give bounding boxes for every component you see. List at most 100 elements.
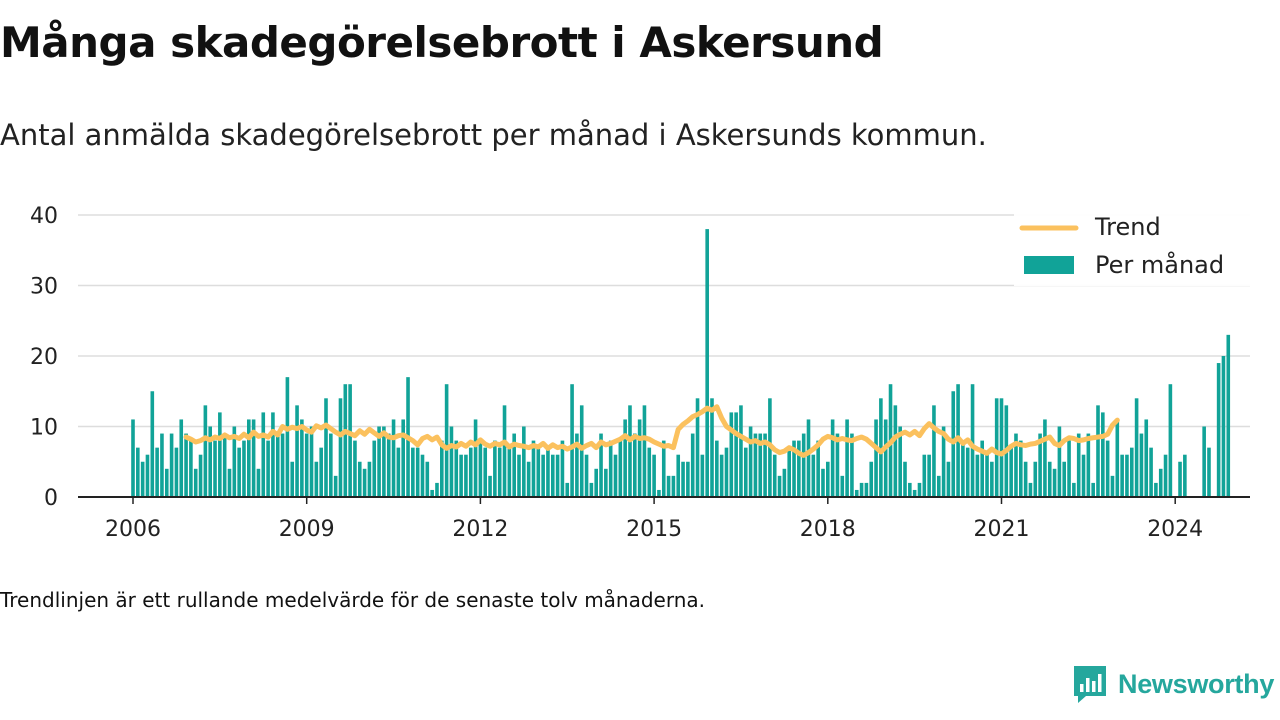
bar xyxy=(1178,461,1182,497)
bar xyxy=(1014,433,1018,497)
bar xyxy=(816,440,820,497)
bar xyxy=(811,454,816,497)
bar xyxy=(570,384,574,497)
chart-subtitle: Antal anmälda skadegörelsebrott per måna… xyxy=(0,118,987,152)
bar xyxy=(898,426,902,497)
legend-bars-label: Per månad xyxy=(1095,250,1224,279)
bar xyxy=(179,419,184,497)
bar xyxy=(980,440,984,497)
bar xyxy=(150,391,155,497)
bar xyxy=(140,461,145,497)
bar xyxy=(589,482,594,497)
bar xyxy=(247,419,251,497)
bar xyxy=(242,440,246,497)
bar xyxy=(1052,468,1057,497)
bar xyxy=(883,419,888,497)
bar xyxy=(908,482,912,497)
bar xyxy=(1067,440,1071,497)
bar xyxy=(232,426,237,497)
bar xyxy=(502,405,507,497)
bar xyxy=(222,433,227,497)
chart-svg: 0 10 20 30 40 2006 2009 2012 2015 2018 2021 2024 T… xyxy=(30,204,1250,542)
bar xyxy=(193,468,198,497)
bar xyxy=(941,426,946,497)
footnote: Trendlinjen är ett rullande medelvärde f… xyxy=(0,588,706,612)
y-tick-label: 30 xyxy=(30,275,58,300)
bar xyxy=(329,433,333,497)
bar xyxy=(285,377,290,497)
bar xyxy=(275,433,280,497)
bar xyxy=(661,440,666,497)
bar xyxy=(1158,468,1163,497)
bar xyxy=(628,405,632,497)
bar xyxy=(565,482,570,497)
bar xyxy=(1028,482,1033,497)
bar xyxy=(859,482,864,497)
bar xyxy=(493,440,497,497)
bar xyxy=(372,440,377,497)
bar xyxy=(719,454,724,497)
x-tick-label: 2021 xyxy=(974,517,1030,542)
bar xyxy=(256,468,261,497)
bar xyxy=(936,475,941,497)
bar xyxy=(792,440,796,497)
bar xyxy=(686,461,690,497)
bar xyxy=(893,405,898,497)
bar xyxy=(531,440,536,497)
bar xyxy=(459,454,463,497)
bar xyxy=(218,412,222,497)
bar xyxy=(160,433,164,497)
bar xyxy=(560,440,565,497)
bar xyxy=(999,398,1004,497)
bar xyxy=(184,433,188,497)
bar xyxy=(362,468,367,497)
bar xyxy=(468,447,473,497)
bar xyxy=(671,475,676,497)
bar xyxy=(1154,482,1158,497)
bar xyxy=(633,433,637,497)
bar xyxy=(401,419,405,497)
bar xyxy=(710,398,714,497)
bar xyxy=(879,398,883,497)
bar xyxy=(280,433,285,497)
x-tick-label: 2006 xyxy=(105,517,161,542)
bar xyxy=(314,461,319,497)
bar xyxy=(845,419,849,497)
bar xyxy=(145,454,150,497)
bar xyxy=(830,419,835,497)
bar xyxy=(637,419,642,497)
bar xyxy=(1091,482,1095,497)
bar xyxy=(869,461,874,497)
bar xyxy=(488,475,492,497)
bar xyxy=(782,468,787,497)
x-tick-label: 2024 xyxy=(1147,517,1203,542)
bar xyxy=(136,447,140,497)
bar xyxy=(266,440,270,497)
bar xyxy=(546,447,550,497)
bar xyxy=(440,440,444,497)
bar xyxy=(763,433,767,497)
brand-name: Newsworthy xyxy=(1118,668,1275,699)
bar xyxy=(237,447,241,497)
bar xyxy=(449,426,454,497)
bar xyxy=(203,405,208,497)
bar xyxy=(1168,384,1173,497)
bar xyxy=(734,412,738,497)
bar xyxy=(430,489,434,497)
y-tick-label: 0 xyxy=(44,486,58,511)
bar xyxy=(1139,433,1144,497)
bar xyxy=(575,433,579,497)
bar xyxy=(319,447,323,497)
bar xyxy=(652,454,656,497)
bar xyxy=(348,384,352,497)
bar xyxy=(295,405,299,497)
bar xyxy=(695,398,700,497)
bar xyxy=(517,454,521,497)
bar xyxy=(1023,461,1028,497)
bar xyxy=(1129,447,1134,497)
bar xyxy=(300,419,304,497)
bar xyxy=(415,447,420,497)
bar xyxy=(198,454,203,497)
newsworthy-logo-icon xyxy=(1074,666,1106,703)
bar xyxy=(666,475,671,497)
